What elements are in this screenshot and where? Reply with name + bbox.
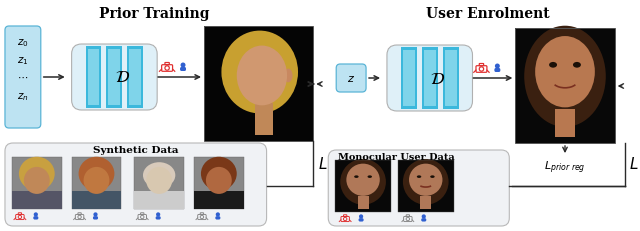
Text: $z_1$: $z_1$ [17, 55, 29, 67]
Ellipse shape [24, 167, 50, 194]
Ellipse shape [549, 63, 557, 68]
Bar [398, 160, 454, 212]
Text: $L$: $L$ [628, 155, 638, 171]
Bar [194, 191, 244, 209]
Text: Synthetic Data: Synthetic Data [93, 145, 179, 154]
Ellipse shape [146, 167, 172, 194]
Text: $\mathcal{D}$: $\mathcal{D}$ [115, 69, 130, 86]
Bar [204, 27, 314, 141]
Bar [335, 160, 391, 212]
Text: $L_{prior\ reg}$: $L_{prior\ reg}$ [544, 159, 586, 176]
Ellipse shape [19, 157, 54, 191]
Bar [358, 197, 369, 210]
FancyBboxPatch shape [358, 218, 364, 222]
Bar [72, 191, 122, 209]
Ellipse shape [79, 157, 115, 191]
Text: $\cdots$: $\cdots$ [17, 73, 28, 82]
Bar [88, 50, 99, 106]
Bar [515, 29, 615, 143]
Text: $z_n$: $z_n$ [17, 91, 29, 102]
Ellipse shape [409, 164, 442, 196]
Bar [129, 50, 141, 106]
Ellipse shape [201, 157, 237, 191]
Bar [134, 191, 184, 209]
Bar [443, 48, 459, 109]
Bar [515, 29, 615, 143]
Bar [108, 50, 120, 106]
Bar [255, 103, 273, 136]
FancyBboxPatch shape [328, 150, 509, 226]
Bar [134, 157, 184, 209]
Bar [401, 48, 417, 109]
FancyBboxPatch shape [180, 68, 186, 72]
Ellipse shape [524, 27, 606, 127]
Ellipse shape [284, 69, 292, 83]
Ellipse shape [367, 176, 372, 178]
Bar [403, 51, 415, 106]
Ellipse shape [206, 167, 232, 194]
Ellipse shape [346, 164, 380, 196]
Bar [194, 157, 244, 209]
FancyBboxPatch shape [387, 46, 472, 112]
Ellipse shape [237, 46, 287, 106]
Ellipse shape [573, 63, 581, 68]
Text: User Enrolment: User Enrolment [426, 7, 549, 21]
Circle shape [34, 213, 38, 217]
Text: $z_0$: $z_0$ [17, 37, 29, 49]
Ellipse shape [535, 37, 595, 108]
FancyBboxPatch shape [33, 216, 38, 220]
Bar [86, 47, 102, 109]
Circle shape [359, 214, 363, 219]
Bar [422, 48, 438, 109]
Bar [555, 109, 575, 138]
Bar [445, 51, 456, 106]
FancyBboxPatch shape [156, 216, 161, 220]
Ellipse shape [221, 31, 298, 114]
Ellipse shape [143, 162, 175, 188]
Bar [12, 191, 61, 209]
Ellipse shape [417, 176, 421, 178]
Circle shape [93, 213, 98, 217]
Ellipse shape [354, 176, 358, 178]
Circle shape [422, 214, 426, 219]
FancyBboxPatch shape [215, 216, 220, 220]
FancyBboxPatch shape [93, 216, 98, 220]
Bar [420, 197, 431, 210]
Circle shape [495, 64, 500, 69]
FancyBboxPatch shape [72, 45, 157, 110]
Ellipse shape [430, 176, 435, 178]
Text: Prior Training: Prior Training [99, 7, 209, 21]
Text: Monocular User Data: Monocular User Data [338, 152, 455, 161]
FancyBboxPatch shape [5, 143, 267, 226]
Ellipse shape [84, 167, 109, 194]
Bar [12, 157, 61, 209]
Bar [127, 47, 143, 109]
Text: $z$: $z$ [347, 74, 355, 84]
Text: $L$: $L$ [318, 155, 328, 171]
Text: $\mathcal{D}$: $\mathcal{D}$ [430, 70, 445, 87]
Bar [398, 160, 454, 212]
Ellipse shape [403, 159, 449, 205]
Bar [204, 27, 314, 141]
Bar [106, 47, 122, 109]
Bar [335, 160, 391, 212]
Bar [72, 157, 122, 209]
Ellipse shape [340, 159, 386, 205]
FancyBboxPatch shape [5, 27, 41, 128]
Circle shape [180, 63, 186, 68]
Bar [424, 51, 436, 106]
Circle shape [216, 213, 220, 217]
Circle shape [156, 213, 160, 217]
FancyBboxPatch shape [336, 65, 366, 93]
FancyBboxPatch shape [421, 218, 426, 222]
FancyBboxPatch shape [494, 69, 500, 73]
